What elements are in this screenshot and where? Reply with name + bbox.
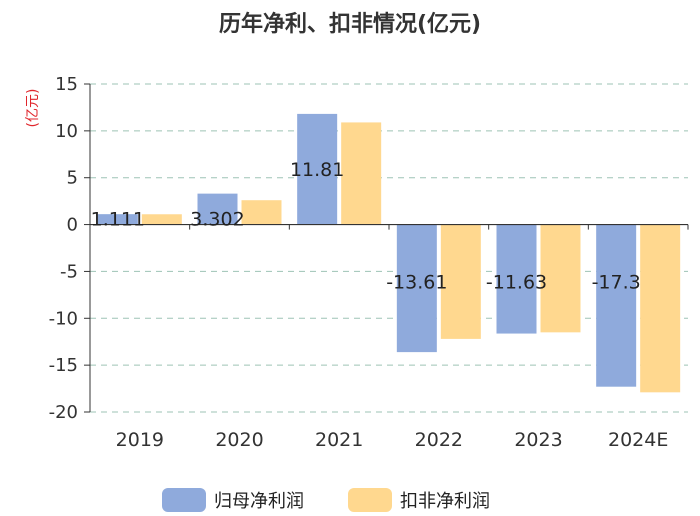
data-label: -13.61 (386, 272, 447, 294)
legend-swatch-series-1 (162, 488, 206, 512)
bar-series-2 (440, 224, 481, 339)
data-label: -11.63 (486, 272, 547, 294)
bar-series-2 (540, 224, 581, 333)
y-tick-label: -5 (60, 261, 78, 282)
bar-series-2 (141, 214, 182, 225)
y-tick-label: 0 (67, 215, 78, 236)
data-label: 1.111 (91, 209, 145, 231)
bar-series-1 (97, 214, 138, 225)
x-tick-label: 2019 (116, 429, 164, 451)
bar-series-1 (596, 224, 637, 387)
y-axis-title: (亿元) (25, 89, 41, 128)
y-tick-label: -20 (49, 402, 78, 423)
y-tick-label: -15 (49, 355, 78, 376)
legend-label-series-2: 扣非净利润 (400, 491, 490, 512)
data-label: 3.302 (190, 209, 244, 231)
legend: 归母净利润 扣非净利润 (0, 487, 700, 515)
bar-series-1 (396, 224, 437, 353)
x-tick-label: 2020 (215, 429, 263, 451)
x-tick-label: 2023 (514, 429, 562, 451)
y-tick-label: 15 (55, 74, 78, 95)
x-tick-label: 2024E (608, 429, 668, 451)
chart-title: 历年净利、扣非情况(亿元) (218, 12, 482, 37)
x-tick-label: 2021 (315, 429, 363, 451)
y-tick-label: -10 (49, 308, 78, 329)
x-tick-label: 2022 (415, 429, 463, 451)
y-tick-label: 10 (55, 121, 78, 142)
bar-series-2 (241, 200, 282, 225)
bar-series-2 (341, 122, 382, 225)
y-tick-label: 5 (67, 168, 78, 189)
legend-swatch-series-2 (348, 488, 392, 512)
legend-item-series-2[interactable]: 扣非净利润 (348, 487, 490, 513)
plot-area: 15 10 5 0 -5 -10 -15 -20 (亿元) 2019 2020 2021 2022 202… (25, 74, 689, 451)
bar-series-2 (640, 224, 681, 393)
bar-series-1 (197, 193, 238, 225)
data-label: 11.81 (290, 159, 344, 181)
legend-label-series-1: 归母净利润 (214, 491, 304, 512)
data-label: -17.3 (592, 272, 641, 294)
bar-series-1 (297, 113, 338, 225)
bar-series-1 (496, 224, 537, 334)
legend-item-series-1[interactable]: 归母净利润 (162, 487, 304, 513)
